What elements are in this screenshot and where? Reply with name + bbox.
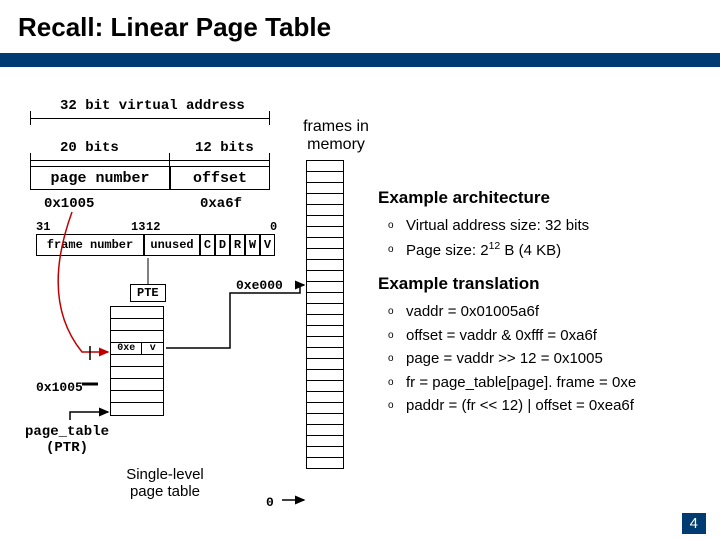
pt-index-label: 0x1005 — [36, 380, 83, 395]
va-split-tick-l — [30, 153, 31, 167]
pt-selected-valid: v — [142, 343, 163, 354]
va-full-tick-l — [30, 111, 31, 125]
pte-frame-cell: frame number — [36, 234, 144, 256]
trans-item: vaddr = 0x01005a6f — [388, 302, 708, 322]
trans-title: Example translation — [378, 274, 708, 294]
pte-split-hi: 13 — [131, 220, 145, 234]
pte-split-lo: 12 — [146, 220, 160, 234]
offset-value: 0xa6f — [200, 196, 242, 212]
page-table-selected-row: 0xe v — [111, 343, 163, 355]
frames-column — [306, 160, 344, 469]
va-split-tick-r — [269, 153, 270, 167]
right-column: Example architecture Virtual address siz… — [378, 188, 708, 430]
page-table-column: 0xe v — [110, 306, 164, 416]
va-full-label: 32 bit virtual address — [60, 98, 245, 114]
trans-item: fr = page_table[page]. frame = 0xe — [388, 373, 708, 393]
arch-title: Example architecture — [378, 188, 708, 208]
page-table-caption: Single-level page table — [100, 466, 230, 500]
title-underline — [0, 53, 720, 67]
va-split-tick-m — [169, 153, 170, 167]
pte-bit-v: V — [260, 234, 275, 256]
pte-bit-w: W — [245, 234, 260, 256]
slide-page-number: 4 — [682, 513, 706, 534]
arch-list: Virtual address size: 32 bits Page size:… — [388, 216, 708, 260]
pte-unused-cell: unused — [144, 234, 200, 256]
va-page-bits: 20 bits — [60, 140, 119, 156]
pte-lsb: 0 — [270, 220, 277, 234]
va-off-bits: 12 bits — [195, 140, 254, 156]
trans-item: page = vaddr >> 12 = 0x1005 — [388, 349, 708, 369]
trans-item: paddr = (fr << 12) | offset = 0xea6f — [388, 396, 708, 416]
page-title: Recall: Linear Page Table — [0, 0, 720, 53]
frame-arrow-value: 0xe000 — [236, 278, 283, 293]
arch-item: Page size: 212 B (4 KB) — [388, 240, 708, 261]
va-split-bar — [30, 160, 270, 161]
pte-row: frame number unused C D R W V — [36, 234, 275, 256]
pte-label: PTE — [130, 284, 166, 302]
arch-item: Virtual address size: 32 bits — [388, 216, 708, 236]
pte-bit-d: D — [215, 234, 230, 256]
pte-msb: 31 — [36, 220, 50, 234]
frames-label: frames in memory — [296, 118, 376, 154]
zero-label: 0 — [266, 495, 274, 510]
page-table-ptr-label: page_table (PTR) — [22, 424, 112, 456]
pte-bit-c: C — [200, 234, 215, 256]
va-full-tick-r — [269, 111, 270, 125]
trans-item: offset = vaddr & 0xfff = 0xa6f — [388, 326, 708, 346]
page-number-box: page number — [30, 166, 170, 190]
pte-bit-r: R — [230, 234, 245, 256]
trans-list: vaddr = 0x01005a6f offset = vaddr & 0xff… — [388, 302, 708, 416]
offset-box: offset — [170, 166, 270, 190]
pt-selected-frame: 0xe — [111, 343, 142, 354]
page-number-value: 0x1005 — [44, 196, 94, 212]
va-full-bar — [30, 118, 270, 119]
